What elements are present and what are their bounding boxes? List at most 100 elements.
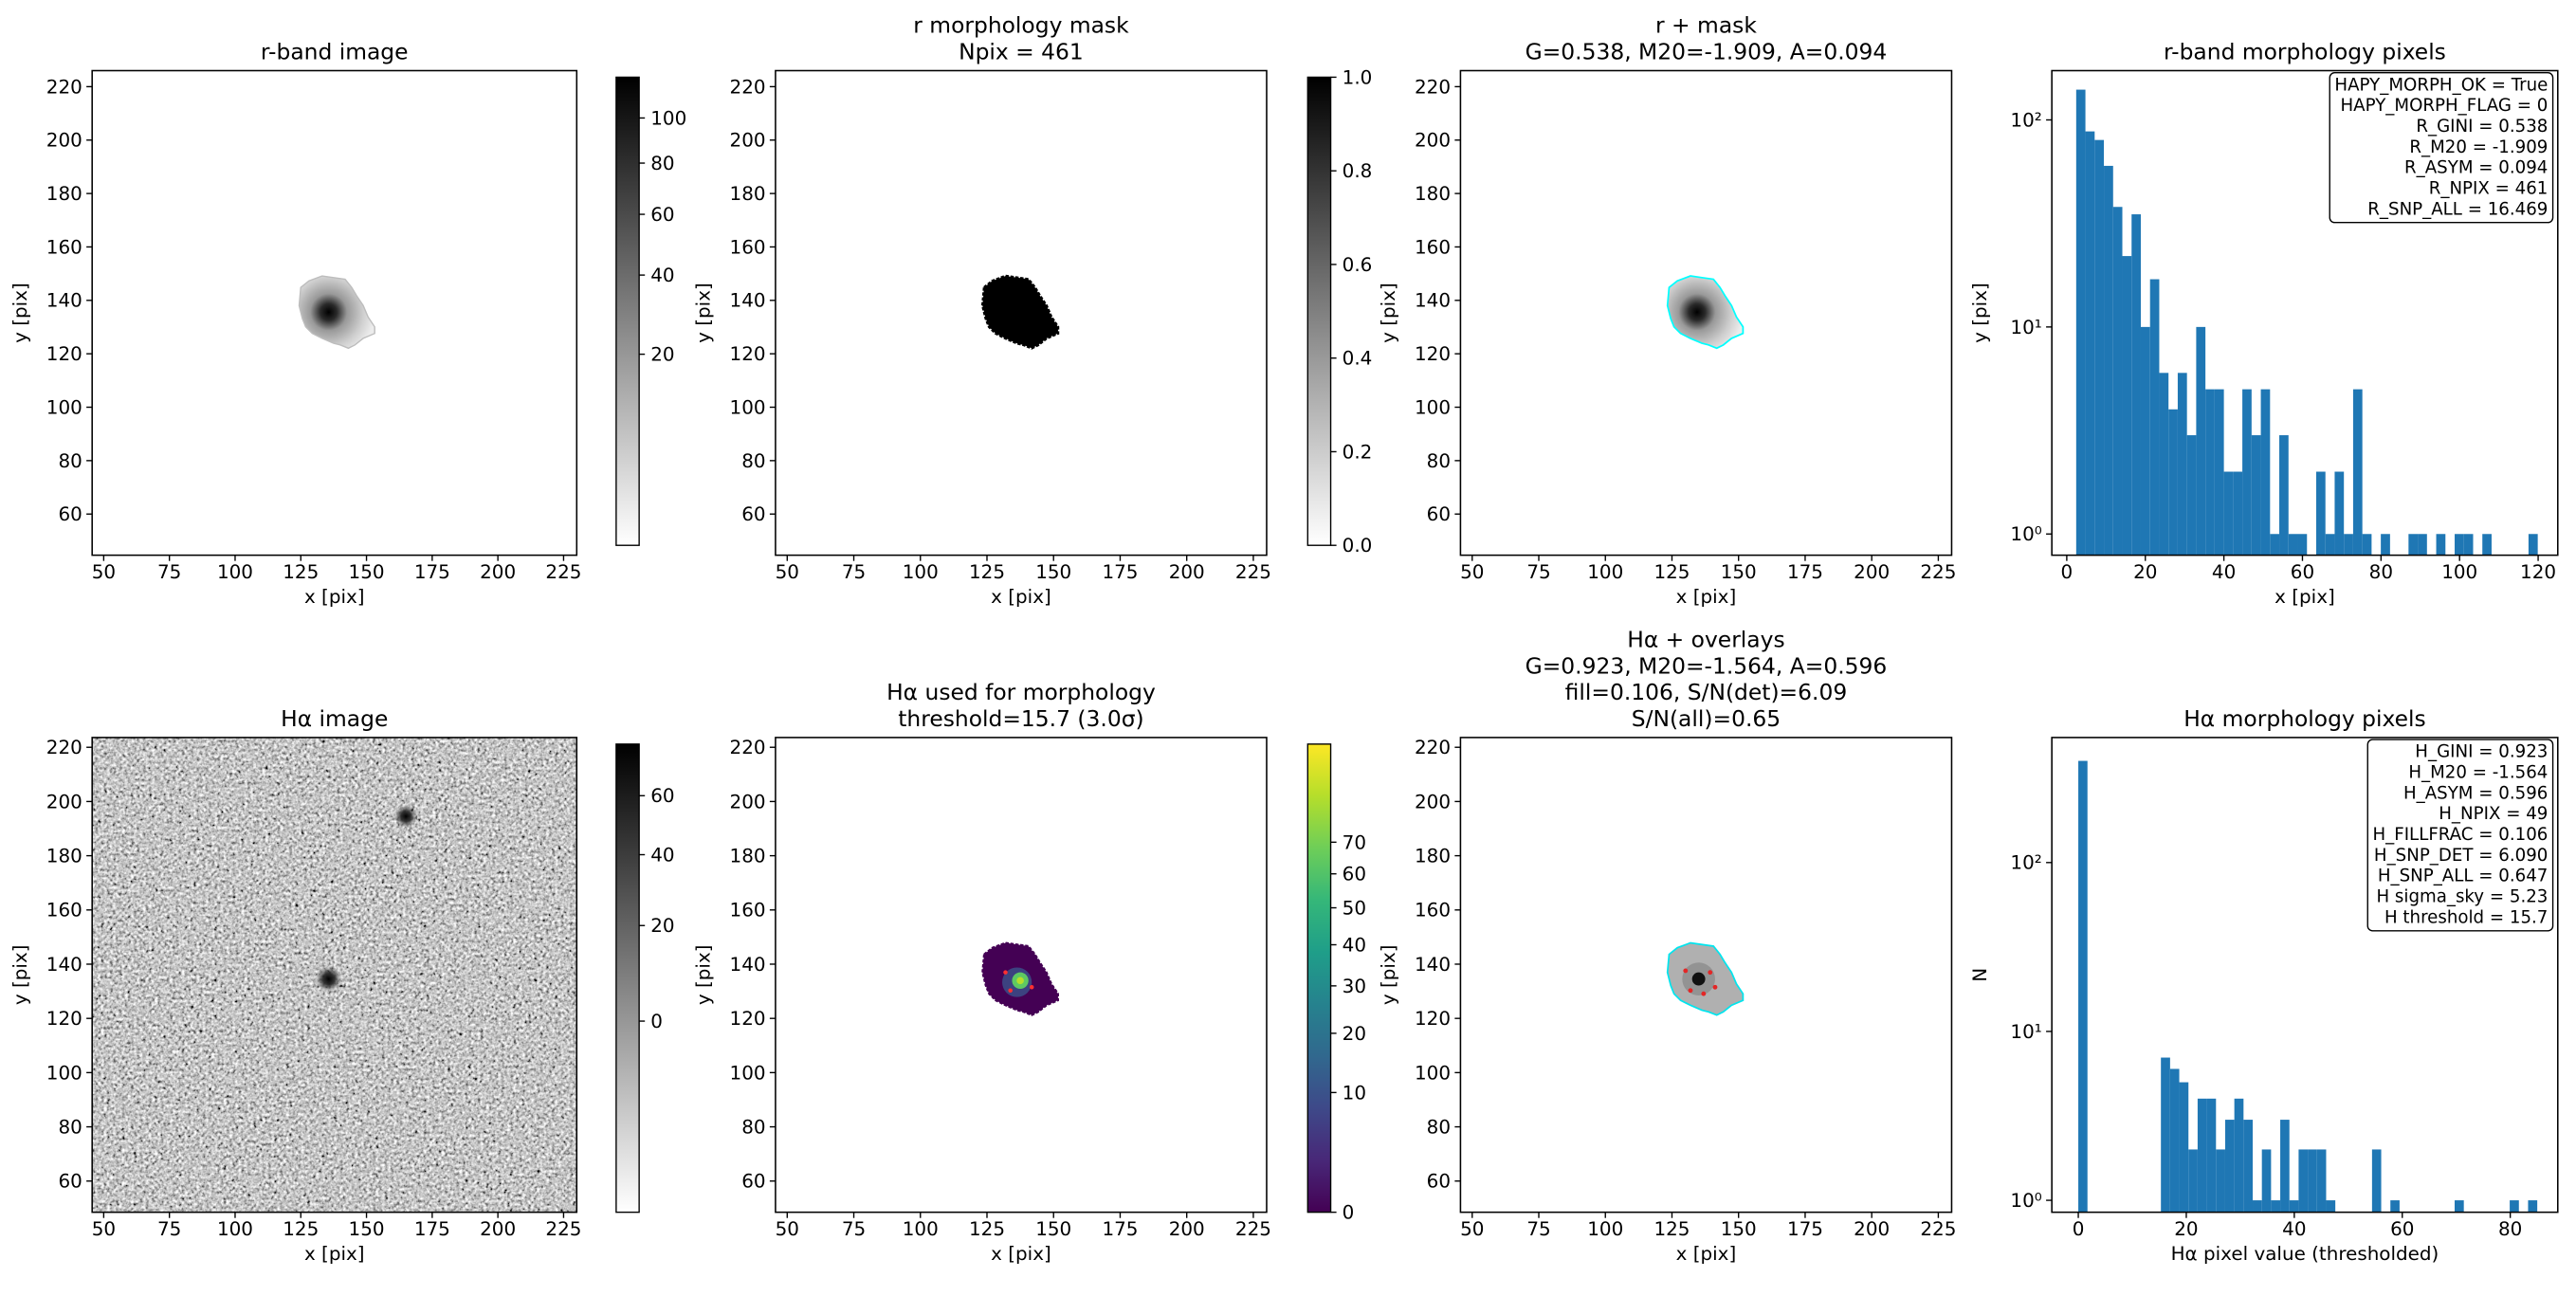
y-tick-label: 80 xyxy=(741,1116,765,1138)
detection xyxy=(1683,968,1689,974)
panel-title: r morphology mask xyxy=(913,12,1129,39)
histogram-bar xyxy=(2078,760,2088,1213)
y-tick-label: 220 xyxy=(46,76,82,98)
emission xyxy=(1029,985,1034,990)
colorbar-tick-label: 0.6 xyxy=(1343,254,1373,276)
histogram-bar xyxy=(2233,471,2243,556)
axes-frame xyxy=(775,69,1268,557)
annotation-text: HAPY_MORPH_OK = True xyxy=(2334,75,2548,95)
x-tick-label: 150 xyxy=(1721,561,1757,583)
y-axis-label: y [pix] xyxy=(693,283,715,343)
colorbar-tick-label: 30 xyxy=(1343,976,1366,997)
y-tick-label: 120 xyxy=(46,343,82,365)
x-tick-label: 125 xyxy=(1653,561,1690,583)
x-tick-label: 100 xyxy=(217,561,253,583)
panel-title: Hα + overlays xyxy=(1627,627,1784,653)
colorbar-tick-label: 60 xyxy=(650,785,674,807)
y-tick-label: 100 xyxy=(46,396,82,418)
x-tick-label: 125 xyxy=(283,561,319,583)
colorbar-tick-label: 0.2 xyxy=(1343,441,1373,463)
halpha-morph-image xyxy=(981,941,1059,1016)
annotation-text: H_SNP_DET = 6.090 xyxy=(2374,846,2548,866)
x-axis-label: x [pix] xyxy=(1676,586,1737,608)
x-tick-label: 50 xyxy=(776,1218,799,1240)
axes-frame xyxy=(2051,69,2559,557)
y-tick-label: 220 xyxy=(1415,737,1451,758)
y-tick-label: 220 xyxy=(730,737,766,758)
y-tick-label: 160 xyxy=(1415,900,1451,922)
histogram-bar xyxy=(2315,471,2326,556)
x-tick-label: 50 xyxy=(1460,1218,1484,1240)
y-tick-label: 10¹ xyxy=(2010,317,2041,338)
panel-title: r + mask xyxy=(1655,12,1757,39)
histogram-bar xyxy=(2216,1149,2225,1213)
colorbar xyxy=(1306,76,1332,546)
r-mask-image xyxy=(980,274,1060,350)
x-tick-label: 100 xyxy=(2441,561,2477,583)
histogram-bar xyxy=(2260,389,2271,556)
annotation-text: R_M20 = -1.909 xyxy=(2409,137,2548,157)
y-tick-label: 220 xyxy=(730,76,766,98)
x-tick-label: 200 xyxy=(1854,1218,1890,1240)
y-tick-label: 200 xyxy=(1415,791,1451,812)
x-tick-label: 150 xyxy=(1721,1218,1757,1240)
x-tick-label: 50 xyxy=(92,1218,116,1240)
histogram-bar xyxy=(2288,534,2298,556)
x-tick-label: 225 xyxy=(545,1218,581,1240)
mask xyxy=(980,274,1060,350)
detection xyxy=(1701,991,1707,996)
y-axis-label: N xyxy=(1969,968,1991,982)
histogram-bar xyxy=(2243,1120,2254,1213)
y-tick-label: 160 xyxy=(730,900,766,922)
y-tick-label: 120 xyxy=(730,1008,766,1030)
histogram-bar xyxy=(2371,1149,2382,1213)
colorbar-tick-label: 60 xyxy=(650,204,674,226)
colorbar xyxy=(1306,743,1332,1214)
panel-title: G=0.923, M20=-1.564, A=0.596 xyxy=(1526,652,1888,679)
x-tick-label: 175 xyxy=(414,561,450,583)
x-tick-label: 100 xyxy=(903,1218,939,1240)
histogram-bar xyxy=(2161,1057,2170,1213)
detection xyxy=(1688,988,1693,994)
x-tick-label: 100 xyxy=(1587,1218,1623,1240)
y-tick-label: 140 xyxy=(46,954,82,976)
histogram-bar xyxy=(2510,1200,2519,1213)
colorbar-tick-label: 0.8 xyxy=(1343,160,1373,182)
annotation-frame xyxy=(2329,71,2554,224)
histogram-bar xyxy=(2085,131,2095,556)
annotation-frame xyxy=(2366,739,2554,932)
histogram-bar xyxy=(2326,1200,2336,1213)
y-tick-label: 10⁰ xyxy=(2010,523,2041,545)
x-tick-label: 225 xyxy=(1235,1218,1271,1240)
colorbar-tick-label: 1.0 xyxy=(1343,66,1373,88)
histogram-bar xyxy=(2206,1098,2217,1213)
annotation-text: R_NPIX = 461 xyxy=(2429,178,2549,198)
source xyxy=(315,965,342,993)
axes-frame xyxy=(91,69,578,557)
x-tick-label: 50 xyxy=(1460,561,1484,583)
x-tick-label: 75 xyxy=(1526,561,1550,583)
colorbar-tick-label: 0.4 xyxy=(1343,348,1373,370)
y-axis-label: y [pix] xyxy=(1378,944,1399,1005)
panel-title: Hα used for morphology xyxy=(886,679,1156,705)
y-tick-label: 100 xyxy=(730,1062,766,1084)
histogram-bar xyxy=(2344,534,2353,556)
x-tick-label: 225 xyxy=(1235,561,1271,583)
y-tick-label: 140 xyxy=(730,954,766,976)
x-axis-label: x [pix] xyxy=(991,1243,1051,1265)
y-tick-label: 200 xyxy=(46,130,82,152)
y-tick-label: 60 xyxy=(741,503,765,525)
panel-title: Hα image xyxy=(281,705,388,732)
x-tick-label: 100 xyxy=(217,1218,253,1240)
histogram-bar xyxy=(2279,435,2289,556)
histogram-bar xyxy=(2104,165,2113,556)
y-tick-label: 200 xyxy=(730,791,766,812)
panel-title: G=0.538, M20=-1.909, A=0.094 xyxy=(1526,38,1888,64)
colorbar-tick-label: 40 xyxy=(650,844,674,866)
histogram-bar xyxy=(2297,534,2308,556)
histogram-bar xyxy=(2169,1068,2180,1213)
x-tick-label: 200 xyxy=(480,561,516,583)
y-tick-label: 60 xyxy=(741,1171,765,1193)
y-tick-label: 200 xyxy=(1415,130,1451,152)
emission xyxy=(1016,977,1024,985)
